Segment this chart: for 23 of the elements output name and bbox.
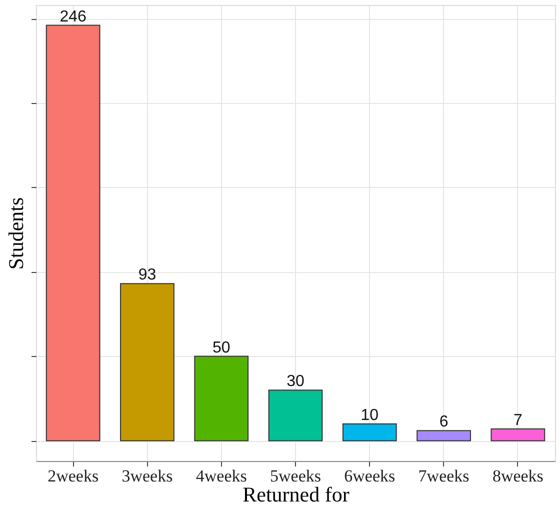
- bar: [46, 24, 100, 442]
- data-label: 6: [439, 414, 448, 431]
- x-tick-label: 8weeks: [492, 466, 544, 486]
- x-tick-label: 5weeks: [270, 466, 321, 486]
- data-label: 93: [138, 266, 156, 284]
- x-tick-label: 7weeks: [418, 466, 470, 486]
- x-tick-label: 6weeks: [344, 466, 396, 486]
- data-label: 10: [360, 406, 379, 424]
- bar: [342, 423, 397, 442]
- data-label: 50: [212, 339, 230, 356]
- x-tick-label: 4weeks: [196, 466, 247, 486]
- data-label: 246: [60, 8, 87, 26]
- x-tick-label: 2weeks: [48, 466, 99, 486]
- bar: [194, 356, 249, 442]
- bar: [416, 430, 471, 442]
- data-label: 30: [286, 373, 304, 390]
- y-axis-title: Students: [4, 197, 28, 270]
- data-label: 7: [513, 412, 522, 429]
- x-axis-title: Returned for: [242, 482, 350, 506]
- bar: [490, 428, 546, 442]
- x-tick-label: 3weeks: [122, 466, 173, 486]
- bar: [120, 283, 174, 442]
- bar: [268, 390, 323, 442]
